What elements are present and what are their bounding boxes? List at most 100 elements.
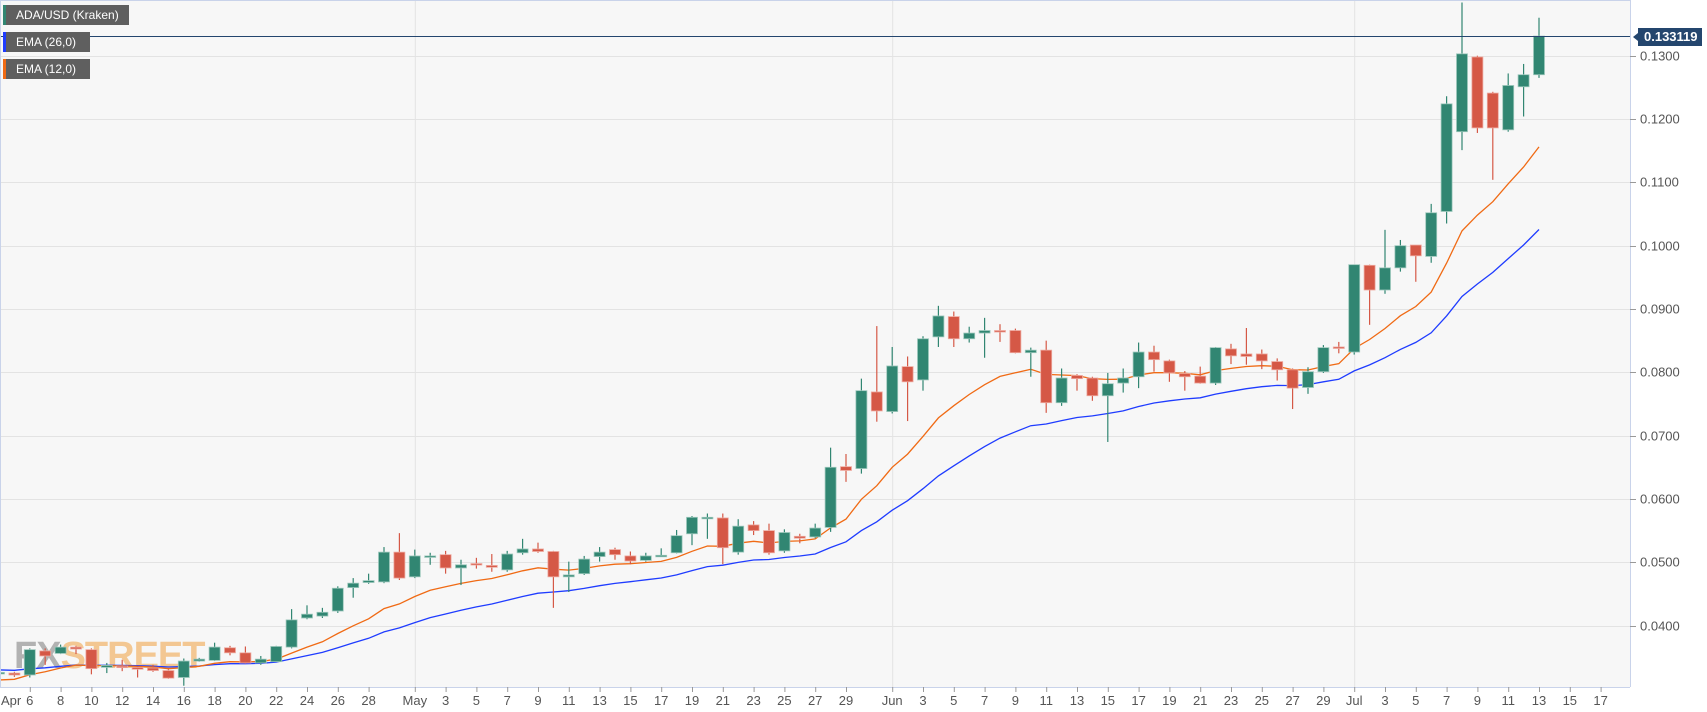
candles xyxy=(0,2,1545,686)
x-tick-label: 3 xyxy=(919,693,926,708)
legend-color-swatch xyxy=(3,32,6,52)
candle-jun-18 xyxy=(1148,345,1160,372)
candle-may-3 xyxy=(439,550,452,574)
candle-body xyxy=(562,574,575,578)
candle-body xyxy=(455,564,467,569)
candle-may-22 xyxy=(732,519,745,555)
candle-body xyxy=(793,535,806,539)
legend-label: EMA (12,0) xyxy=(16,62,77,76)
x-tick-label: 21 xyxy=(716,693,730,708)
candle-body xyxy=(855,390,868,469)
candle-body xyxy=(1471,56,1484,129)
candle-body xyxy=(208,646,221,661)
candle-may-29 xyxy=(840,453,852,482)
candle-body xyxy=(670,535,683,554)
legend-ema-12[interactable]: EMA (12,0) xyxy=(3,59,90,79)
x-tick-label: 28 xyxy=(361,693,375,708)
candle-body xyxy=(1363,264,1376,291)
candle-jun-23 xyxy=(1225,343,1237,365)
candle-body xyxy=(85,649,98,670)
candle-body xyxy=(701,516,714,520)
legend-ema-26[interactable]: EMA (26,0) xyxy=(3,32,90,52)
x-tick-label: 15 xyxy=(1101,693,1115,708)
candle-body xyxy=(1040,349,1053,404)
candle-body xyxy=(624,555,637,562)
candle-may-4 xyxy=(455,559,467,586)
candle-jul-8 xyxy=(1456,2,1468,151)
candle-body xyxy=(1394,245,1407,269)
candle-body xyxy=(331,587,344,612)
candle-apr-19 xyxy=(224,645,236,656)
candle-body xyxy=(1425,212,1438,257)
x-tick-label: 23 xyxy=(1224,693,1238,708)
candle-apr-6 xyxy=(23,648,36,678)
candle-body xyxy=(1055,377,1068,404)
candle-body xyxy=(54,646,67,654)
candle-may-27 xyxy=(809,523,822,539)
candle-body xyxy=(1009,330,1022,354)
x-tick-label: 15 xyxy=(1563,693,1577,708)
candle-jun-9 xyxy=(1009,328,1022,354)
candle-body xyxy=(378,551,390,583)
candle-body xyxy=(901,366,914,383)
candle-may-2 xyxy=(424,552,437,565)
x-tick-label: 13 xyxy=(1532,693,1546,708)
candle-body xyxy=(131,666,144,670)
candle-may-23 xyxy=(747,521,760,536)
candle-body xyxy=(254,658,267,664)
candle-jun-26 xyxy=(1271,358,1284,381)
y-tick-label: 0.1300 xyxy=(1640,49,1680,64)
candle-jun-21 xyxy=(1194,366,1207,384)
candle-body xyxy=(947,316,960,340)
candle-jun-12 xyxy=(1055,368,1068,406)
candle-jun-20 xyxy=(1178,371,1191,391)
x-tick-label: 12 xyxy=(115,693,129,708)
candle-may-31 xyxy=(870,326,883,422)
legend-ada-usd[interactable]: ADA/USD (Kraken) xyxy=(3,5,129,25)
candle-jun-11 xyxy=(1040,340,1053,413)
candle-may-21 xyxy=(716,513,729,565)
candle-apr-22 xyxy=(270,645,283,663)
y-tick-label: 0.1100 xyxy=(1640,175,1679,190)
candle-body xyxy=(578,558,591,575)
candle-body xyxy=(485,565,498,568)
candle-body xyxy=(978,330,991,334)
x-tick-label: 11 xyxy=(562,693,576,708)
candle-may-7 xyxy=(501,550,514,572)
candle-body xyxy=(1456,53,1468,133)
x-tick-label: 21 xyxy=(1193,693,1207,708)
y-tick-label: 0.0900 xyxy=(1640,302,1680,317)
x-tick-label: 20 xyxy=(238,693,252,708)
candle-body xyxy=(116,665,129,669)
candle-body xyxy=(1302,371,1314,388)
x-tick-label: 9 xyxy=(1474,693,1481,708)
x-tick-label: 7 xyxy=(1443,693,1450,708)
candle-body xyxy=(224,647,236,654)
candle-body xyxy=(23,649,36,676)
candle-apr-5 xyxy=(8,671,21,677)
candle-jul-11 xyxy=(1502,73,1515,132)
y-tick-label: 0.0500 xyxy=(1640,555,1680,570)
candle-body xyxy=(639,555,652,561)
candle-jun-7 xyxy=(978,317,991,358)
candle-body xyxy=(763,530,775,554)
candle-body xyxy=(393,551,406,579)
candle-jun-4 xyxy=(932,305,945,347)
x-tick-label: 7 xyxy=(981,693,988,708)
candle-body xyxy=(8,672,21,676)
candle-body xyxy=(732,525,745,553)
candle-may-5 xyxy=(470,557,483,569)
candle-may-17 xyxy=(655,548,668,558)
candle-apr-20 xyxy=(239,646,252,664)
x-tick-label: 27 xyxy=(808,693,822,708)
candle-jun-19 xyxy=(1163,359,1176,382)
candle-body xyxy=(1348,264,1361,353)
x-tick-label: 5 xyxy=(1412,693,1419,708)
candle-body xyxy=(0,672,5,675)
candle-apr-25 xyxy=(316,607,329,618)
candle-may-24 xyxy=(763,523,775,555)
candle-apr-27 xyxy=(347,578,360,598)
candle-jun-22 xyxy=(1209,346,1222,385)
candle-apr-18 xyxy=(208,642,221,662)
candle-jul-12 xyxy=(1517,63,1530,117)
